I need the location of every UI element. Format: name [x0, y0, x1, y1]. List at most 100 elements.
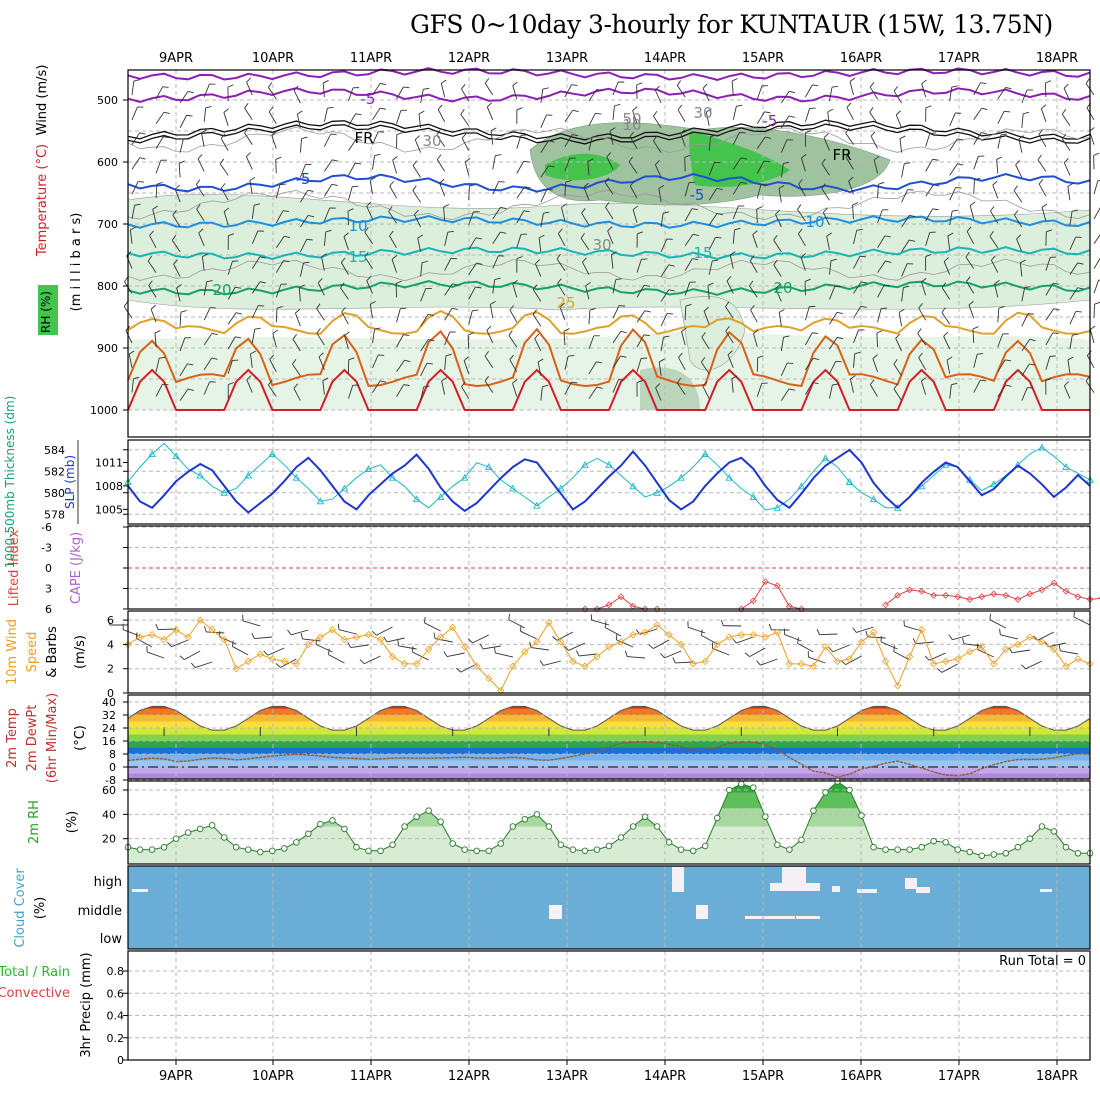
wind-barb-flag	[909, 214, 916, 218]
wind-barb-10m	[784, 634, 802, 642]
wind-barb	[632, 209, 638, 224]
wind-barb	[203, 307, 211, 321]
wind-barb-flag	[259, 281, 266, 284]
li-point	[882, 601, 889, 609]
wind-barb	[676, 382, 686, 395]
wind-barb-flag	[1046, 229, 1053, 233]
wind-barb	[197, 158, 205, 172]
wind-barb-flag	[869, 107, 874, 113]
thickness-point	[821, 454, 830, 462]
wind-barb	[343, 236, 349, 250]
wind-barb	[540, 89, 544, 104]
wind-barb	[708, 188, 718, 201]
contour-label: 30	[592, 236, 611, 254]
thickness-slp-panel	[127, 439, 1091, 525]
wind-barb	[245, 156, 253, 170]
wind-barb	[1069, 236, 1077, 250]
wind-barb	[1045, 283, 1054, 296]
thickness-point	[629, 482, 637, 490]
wind-barb	[588, 113, 596, 127]
wind-barb	[223, 211, 229, 226]
wind-barb-flag	[925, 105, 932, 109]
wind-barb-flag	[396, 132, 403, 136]
wind-barb	[540, 386, 543, 401]
rh2m-point	[1038, 823, 1046, 830]
wind-barb-flag	[535, 259, 541, 265]
temp-band	[128, 773, 1090, 779]
wind-point	[845, 655, 854, 663]
y-axis-label-minmax: (6hr Min/Max)	[45, 693, 60, 783]
wind-barb	[853, 306, 862, 319]
rh2m-point	[389, 841, 396, 849]
wind-barb	[316, 332, 325, 346]
wind-barb-flag	[691, 208, 698, 210]
wind-barb-flag	[437, 104, 443, 110]
wind-barb	[829, 87, 833, 102]
wind-barb	[973, 180, 975, 195]
wind-barb-flag	[490, 300, 496, 305]
wind-barb-10m	[254, 636, 273, 640]
wind-barb	[877, 235, 886, 249]
wind-barb	[540, 189, 548, 203]
wind-barb	[965, 256, 975, 269]
wind-barb	[443, 207, 446, 222]
rh-shading	[679, 296, 746, 371]
date-label-top: 16APR	[840, 51, 882, 66]
wind-barb	[780, 337, 784, 352]
wind-barb	[636, 334, 645, 348]
wind-barb	[654, 90, 662, 104]
wind-point	[917, 626, 926, 634]
cloud-patch	[796, 916, 820, 919]
contour-label: -5	[690, 186, 705, 204]
wind-barb	[636, 310, 646, 323]
wind-barb-flag	[370, 300, 376, 305]
wind-barb	[660, 337, 664, 352]
wind-barb	[917, 333, 927, 346]
wind-barb-flag	[461, 133, 467, 139]
wind-barb	[293, 90, 301, 104]
wind-barb-flag	[948, 634, 953, 640]
wind-barb-flag	[404, 359, 411, 363]
wind-barb	[966, 281, 975, 294]
wind-barb-flag	[139, 157, 146, 160]
wind-point	[1086, 660, 1094, 668]
wind-barb-flag	[254, 327, 261, 330]
wind-barb-flag	[523, 210, 530, 213]
wind-barb	[732, 229, 735, 244]
rh2m-band-fill	[128, 781, 1090, 827]
wind-barb-flag	[801, 153, 807, 159]
wind-barb	[973, 82, 981, 96]
wind-barb-flag	[150, 304, 156, 310]
wind-barb	[1040, 108, 1047, 122]
wind-barb-flag	[441, 377, 447, 382]
wind-barb	[997, 87, 1006, 100]
wind-barb-flag	[861, 281, 868, 284]
rh2m-point	[593, 846, 601, 853]
rh2m-point	[726, 786, 733, 794]
wind-barb-flag	[1029, 338, 1036, 342]
temp-band	[128, 760, 1090, 767]
thickness-point	[196, 471, 204, 479]
wind-barb-flag	[211, 332, 218, 336]
wind-barb	[388, 211, 397, 224]
wind-barb-flag	[615, 278, 622, 281]
wind-barb-flag	[676, 80, 682, 86]
rh2m-point	[1014, 843, 1022, 851]
thickness-point	[388, 473, 397, 481]
wind-barb	[898, 312, 903, 327]
wind-barb-flag	[355, 162, 362, 165]
wind-barb	[492, 231, 501, 245]
wind-barb-flag	[423, 87, 430, 90]
y-tick-label: 2	[107, 663, 114, 676]
wind-barb	[460, 113, 470, 127]
wind-barb	[684, 182, 690, 197]
wind-barb-10m	[520, 630, 538, 640]
wind-barb-flag	[852, 202, 859, 206]
li-point	[773, 582, 781, 590]
thickness-point	[557, 484, 565, 492]
li-point	[942, 591, 950, 599]
wind-barb	[752, 234, 758, 248]
wind-barb-10m	[158, 628, 177, 630]
wind-barb-flag	[907, 189, 914, 191]
rh2m-point	[701, 842, 709, 850]
